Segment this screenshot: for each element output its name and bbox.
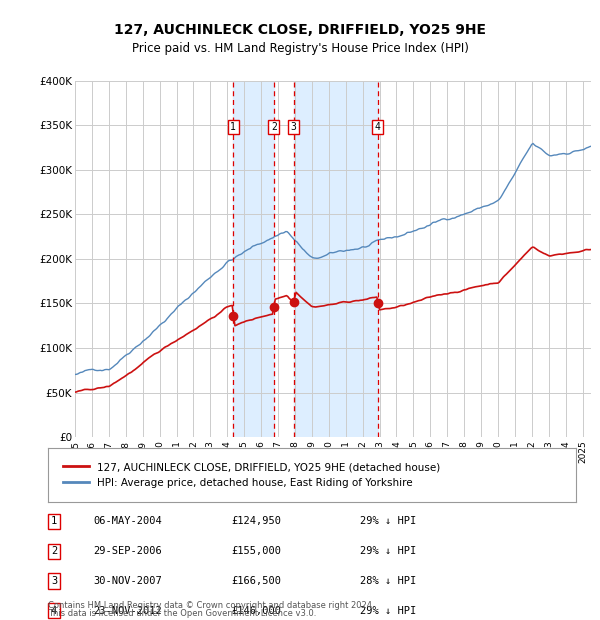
Bar [293,81,378,437]
Text: 2: 2 [51,546,57,556]
Text: £146,000: £146,000 [231,606,281,616]
Text: 29% ↓ HPI: 29% ↓ HPI [360,546,416,556]
Text: 30-NOV-2007: 30-NOV-2007 [93,576,162,586]
Text: 28% ↓ HPI: 28% ↓ HPI [360,576,416,586]
Text: This data is licensed under the Open Government Licence v3.0.: This data is licensed under the Open Gov… [48,609,316,618]
Text: 29% ↓ HPI: 29% ↓ HPI [360,516,416,526]
Text: Contains HM Land Registry data © Crown copyright and database right 2024.: Contains HM Land Registry data © Crown c… [48,601,374,609]
Text: £155,000: £155,000 [231,546,281,556]
Text: Price paid vs. HM Land Registry's House Price Index (HPI): Price paid vs. HM Land Registry's House … [131,42,469,55]
Text: 29% ↓ HPI: 29% ↓ HPI [360,606,416,616]
Text: 29-SEP-2006: 29-SEP-2006 [93,546,162,556]
Text: 4: 4 [51,606,57,616]
Text: 4: 4 [375,122,381,132]
Text: £124,950: £124,950 [231,516,281,526]
Text: 1: 1 [230,122,236,132]
Bar [233,81,274,437]
Text: 23-NOV-2012: 23-NOV-2012 [93,606,162,616]
Text: 3: 3 [290,122,296,132]
Text: 2: 2 [271,122,277,132]
Text: 3: 3 [51,576,57,586]
Text: 06-MAY-2004: 06-MAY-2004 [93,516,162,526]
Legend: 127, AUCHINLECK CLOSE, DRIFFIELD, YO25 9HE (detached house), HPI: Average price,: 127, AUCHINLECK CLOSE, DRIFFIELD, YO25 9… [58,458,445,492]
Text: 127, AUCHINLECK CLOSE, DRIFFIELD, YO25 9HE: 127, AUCHINLECK CLOSE, DRIFFIELD, YO25 9… [114,23,486,37]
Text: £166,500: £166,500 [231,576,281,586]
Text: 1: 1 [51,516,57,526]
